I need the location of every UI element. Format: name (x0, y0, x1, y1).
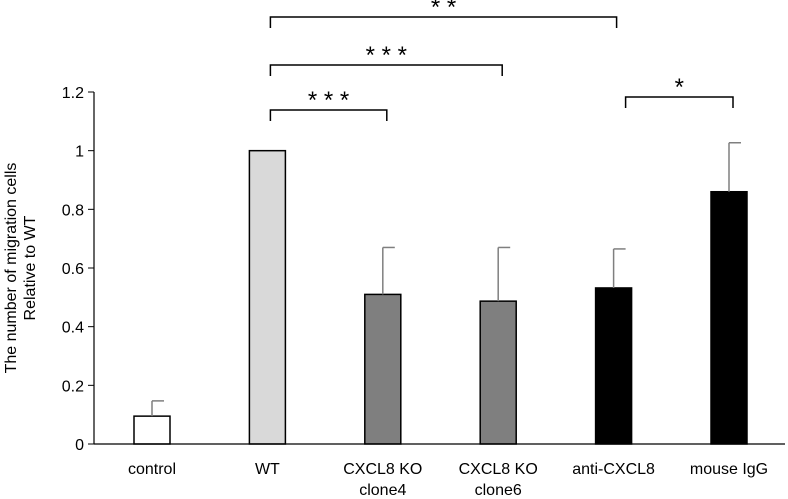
significance-brackets: * * * * * * * * * (269, 0, 734, 121)
y-tick-label: 1.2 (62, 85, 84, 102)
x-tick-label: clone6 (475, 482, 522, 499)
bars (133, 149, 748, 445)
y-tick-label: 1 (75, 144, 84, 161)
significance-bracket (269, 109, 388, 121)
x-tick-label: clone4 (359, 482, 406, 499)
bar (133, 415, 171, 445)
significance-bracket (624, 96, 734, 108)
bar (364, 293, 402, 445)
y-tick-label: 0.2 (62, 378, 84, 395)
bar (248, 149, 287, 445)
significance-label: * (675, 74, 684, 101)
y-tick-label: 0.6 (62, 261, 84, 278)
significance-label: * * (431, 0, 456, 21)
significance-label: * * * (366, 42, 407, 69)
x-axis-labels: control WT CXCL8 KO clone4 CXCL8 KO clone6 ant… (128, 461, 768, 499)
x-tick-label: control (128, 461, 176, 478)
y-axis-title-line: Relative to WT (22, 215, 39, 320)
y-tick-label: 0 (75, 437, 84, 454)
x-tick-label: mouse IgG (690, 461, 768, 478)
significance-label: * * * (308, 87, 349, 114)
x-tick-label: CXCL8 KO (459, 461, 538, 478)
y-axis-title: The number of migration cells Relative to… (3, 163, 39, 374)
y-axis-ticks: 0 0.2 0.4 0.6 0.8 1 1.2 (62, 85, 94, 454)
error-bars (151, 141, 741, 417)
x-tick-label: anti-CXCL8 (572, 461, 655, 478)
axes (93, 92, 785, 445)
significance-bracket (269, 16, 618, 28)
y-axis-title-line: The number of migration cells (3, 163, 20, 374)
significance-bracket (269, 64, 503, 76)
x-tick-label: WT (255, 461, 280, 478)
bar (710, 190, 748, 445)
x-tick-label: CXCL8 KO (343, 461, 422, 478)
bar (479, 300, 517, 445)
y-tick-label: 0.8 (62, 202, 84, 219)
bar (594, 287, 633, 445)
y-tick-label: 0.4 (62, 320, 84, 337)
